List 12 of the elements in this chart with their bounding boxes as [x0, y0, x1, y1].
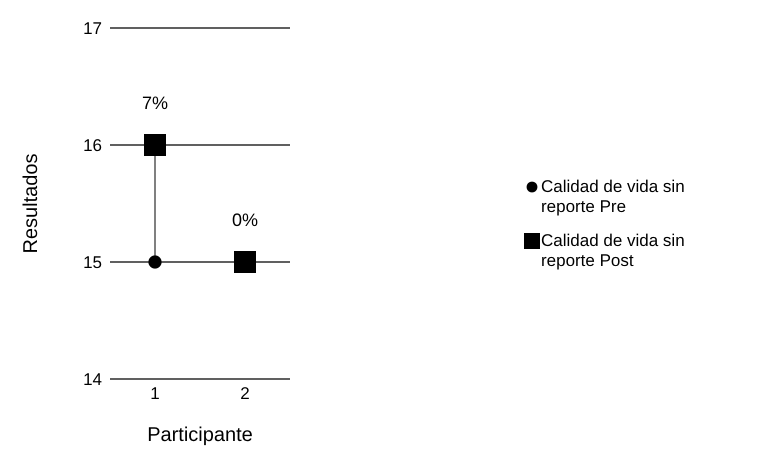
y-tick-label: 14	[83, 370, 102, 390]
x-axis-title: Participante	[147, 424, 253, 446]
annotation: 7%	[142, 93, 168, 113]
x-tick-label: 2	[240, 384, 250, 404]
legend-label: Calidad de vida sin reporte Post	[541, 231, 686, 271]
y-axis-title: Resultados	[20, 153, 42, 254]
y-tick-label: 16	[83, 136, 102, 156]
y-tick-label: 17	[83, 19, 102, 38]
annotation: 0%	[232, 210, 258, 230]
legend-label: Calidad de vida sin reporte Pre	[541, 177, 686, 217]
y-tick-label: 15	[83, 253, 102, 272]
x-tick-label: 1	[150, 384, 160, 404]
